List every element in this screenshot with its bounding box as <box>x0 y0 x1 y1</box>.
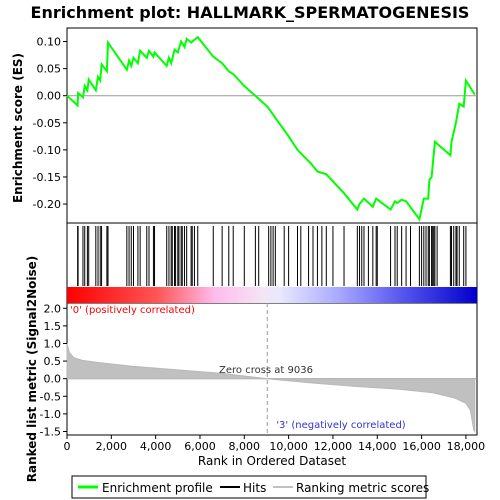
legend-ranking-label: Ranking metric scores <box>296 481 429 495</box>
ranking-y-axis: 2.0 1.5 1.0 0.5 0.0 -0.5 -1.0 -1.5 <box>40 302 67 438</box>
es-y-tick-label: -0.20 <box>33 198 61 211</box>
es-y-tick-label: -0.05 <box>33 117 61 130</box>
ranking-y-tick-label: -1.0 <box>40 408 61 421</box>
es-y-tick-label: 0.00 <box>37 90 62 103</box>
legend-enrichment-label: Enrichment profile <box>102 481 213 495</box>
x-tick-label: 18,000 <box>447 440 486 453</box>
ranking-metric-area <box>66 343 476 434</box>
es-y-axis-label: Enrichment score (ES) <box>11 53 25 203</box>
x-axis-label: Rank in Ordered Dataset <box>198 454 346 468</box>
es-y-axis: 0.10 0.05 0.00 -0.05 -0.10 -0.15 -0.20 <box>33 36 67 211</box>
ranking-y-tick-label: -0.5 <box>40 390 61 403</box>
positive-correlation-label: '0' (positively correlated) <box>70 305 195 316</box>
x-tick-label: 8,000 <box>229 440 261 453</box>
ranking-y-tick-label: 1.0 <box>44 337 62 350</box>
ranking-y-axis-label: Ranked list metric (Signal2Noise) <box>25 256 39 483</box>
es-y-tick-label: -0.10 <box>33 144 61 157</box>
ranking-y-tick-label: 2.0 <box>44 302 62 315</box>
negative-correlation-label: '3' (negatively correlated) <box>276 420 405 431</box>
es-panel <box>66 27 478 224</box>
x-tick-label: 10,000 <box>269 440 308 453</box>
ranking-y-tick-label: 1.5 <box>44 320 62 333</box>
es-y-tick-label: 0.05 <box>37 63 62 76</box>
hits-marks <box>77 226 467 286</box>
es-y-tick-label: -0.15 <box>33 171 61 184</box>
legend-hits-label: Hits <box>243 481 266 495</box>
legend-box <box>71 475 427 499</box>
ranking-y-tick-label: -1.5 <box>40 425 61 438</box>
enrichment-profile-line <box>66 35 476 222</box>
x-tick-label: 6,000 <box>184 440 216 453</box>
ranking-y-tick-label: 0.5 <box>44 355 62 368</box>
ranking-y-tick-label: 0.0 <box>44 373 62 386</box>
x-tick-label: 12,000 <box>314 440 353 453</box>
x-tick-label: 0 <box>64 440 71 453</box>
x-tick-label: 14,000 <box>358 440 397 453</box>
chart-title: Enrichment plot: HALLMARK_SPERMATOGENESI… <box>31 3 470 22</box>
es-y-tick-label: 0.10 <box>37 36 62 49</box>
x-tick-label: 16,000 <box>402 440 441 453</box>
x-axis: 0 2,000 4,000 6,000 8,000 10,000 12,000 14,000 1… <box>64 435 486 453</box>
zero-cross-label: Zero cross at 9036 <box>219 365 313 376</box>
x-tick-label: 4,000 <box>140 440 172 453</box>
rank-color-bar <box>67 287 477 303</box>
x-tick-label: 2,000 <box>96 440 128 453</box>
